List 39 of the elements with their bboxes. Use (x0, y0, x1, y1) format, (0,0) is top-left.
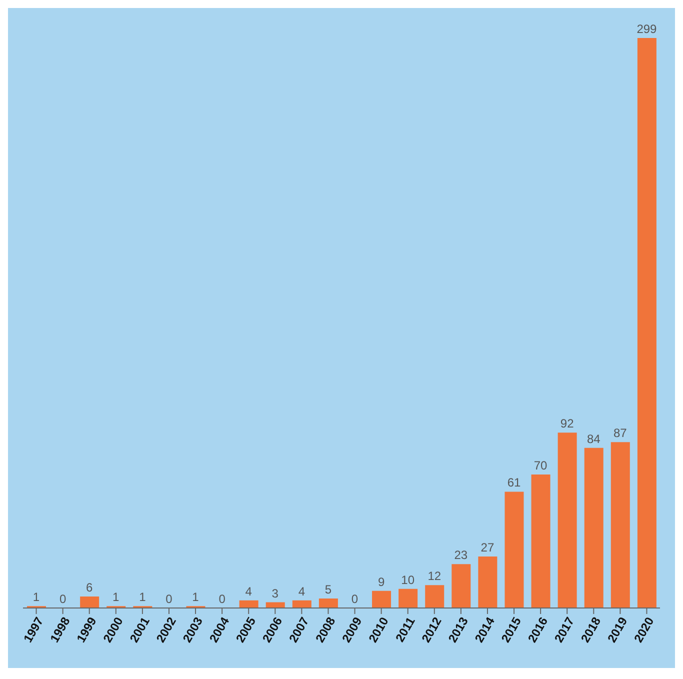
data-label: 1 (192, 590, 200, 604)
data-label: 84 (586, 432, 601, 446)
data-label: 0 (166, 592, 173, 606)
data-label: 4 (245, 584, 252, 598)
data-label: 61 (507, 476, 522, 490)
data-label: 92 (560, 416, 574, 431)
data-label: 1 (139, 590, 146, 604)
data-label: 12 (428, 569, 442, 584)
bar (504, 492, 524, 608)
bar (80, 596, 100, 608)
bar (558, 432, 577, 608)
bar (318, 598, 338, 608)
data-label: 4 (298, 584, 306, 598)
bar (478, 556, 498, 608)
data-label: 27 (480, 540, 494, 555)
data-label: 0 (59, 592, 66, 606)
data-label: 87 (614, 426, 628, 440)
data-label: 23 (454, 548, 468, 562)
data-label: 9 (378, 574, 385, 589)
bar (637, 38, 656, 608)
data-label: 0 (351, 592, 358, 606)
data-label: 0 (218, 592, 226, 606)
data-label: 1 (32, 590, 40, 604)
bar (398, 588, 418, 608)
data-label: 299 (636, 22, 658, 36)
bar (610, 442, 630, 608)
data-label: 70 (534, 458, 548, 473)
bar (452, 564, 471, 608)
data-label: 1 (112, 590, 120, 604)
data-label: 3 (272, 586, 279, 600)
data-label: 6 (86, 580, 94, 595)
bar (292, 600, 312, 608)
bar (372, 590, 392, 608)
bar (531, 474, 550, 608)
bar (239, 600, 258, 608)
bar (584, 448, 604, 608)
bar (425, 585, 444, 608)
data-label: 10 (401, 572, 415, 587)
data-label: 5 (324, 582, 332, 596)
